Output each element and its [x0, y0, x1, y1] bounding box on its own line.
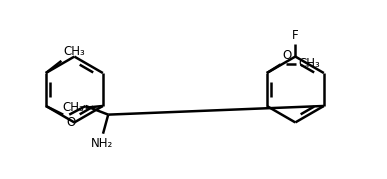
Text: F: F: [292, 29, 299, 42]
Text: CH₃: CH₃: [62, 101, 84, 114]
Text: NH₂: NH₂: [91, 137, 113, 150]
Text: CH₃: CH₃: [298, 57, 320, 70]
Text: O: O: [67, 116, 76, 129]
Text: O: O: [283, 49, 292, 62]
Text: CH₃: CH₃: [63, 45, 85, 58]
